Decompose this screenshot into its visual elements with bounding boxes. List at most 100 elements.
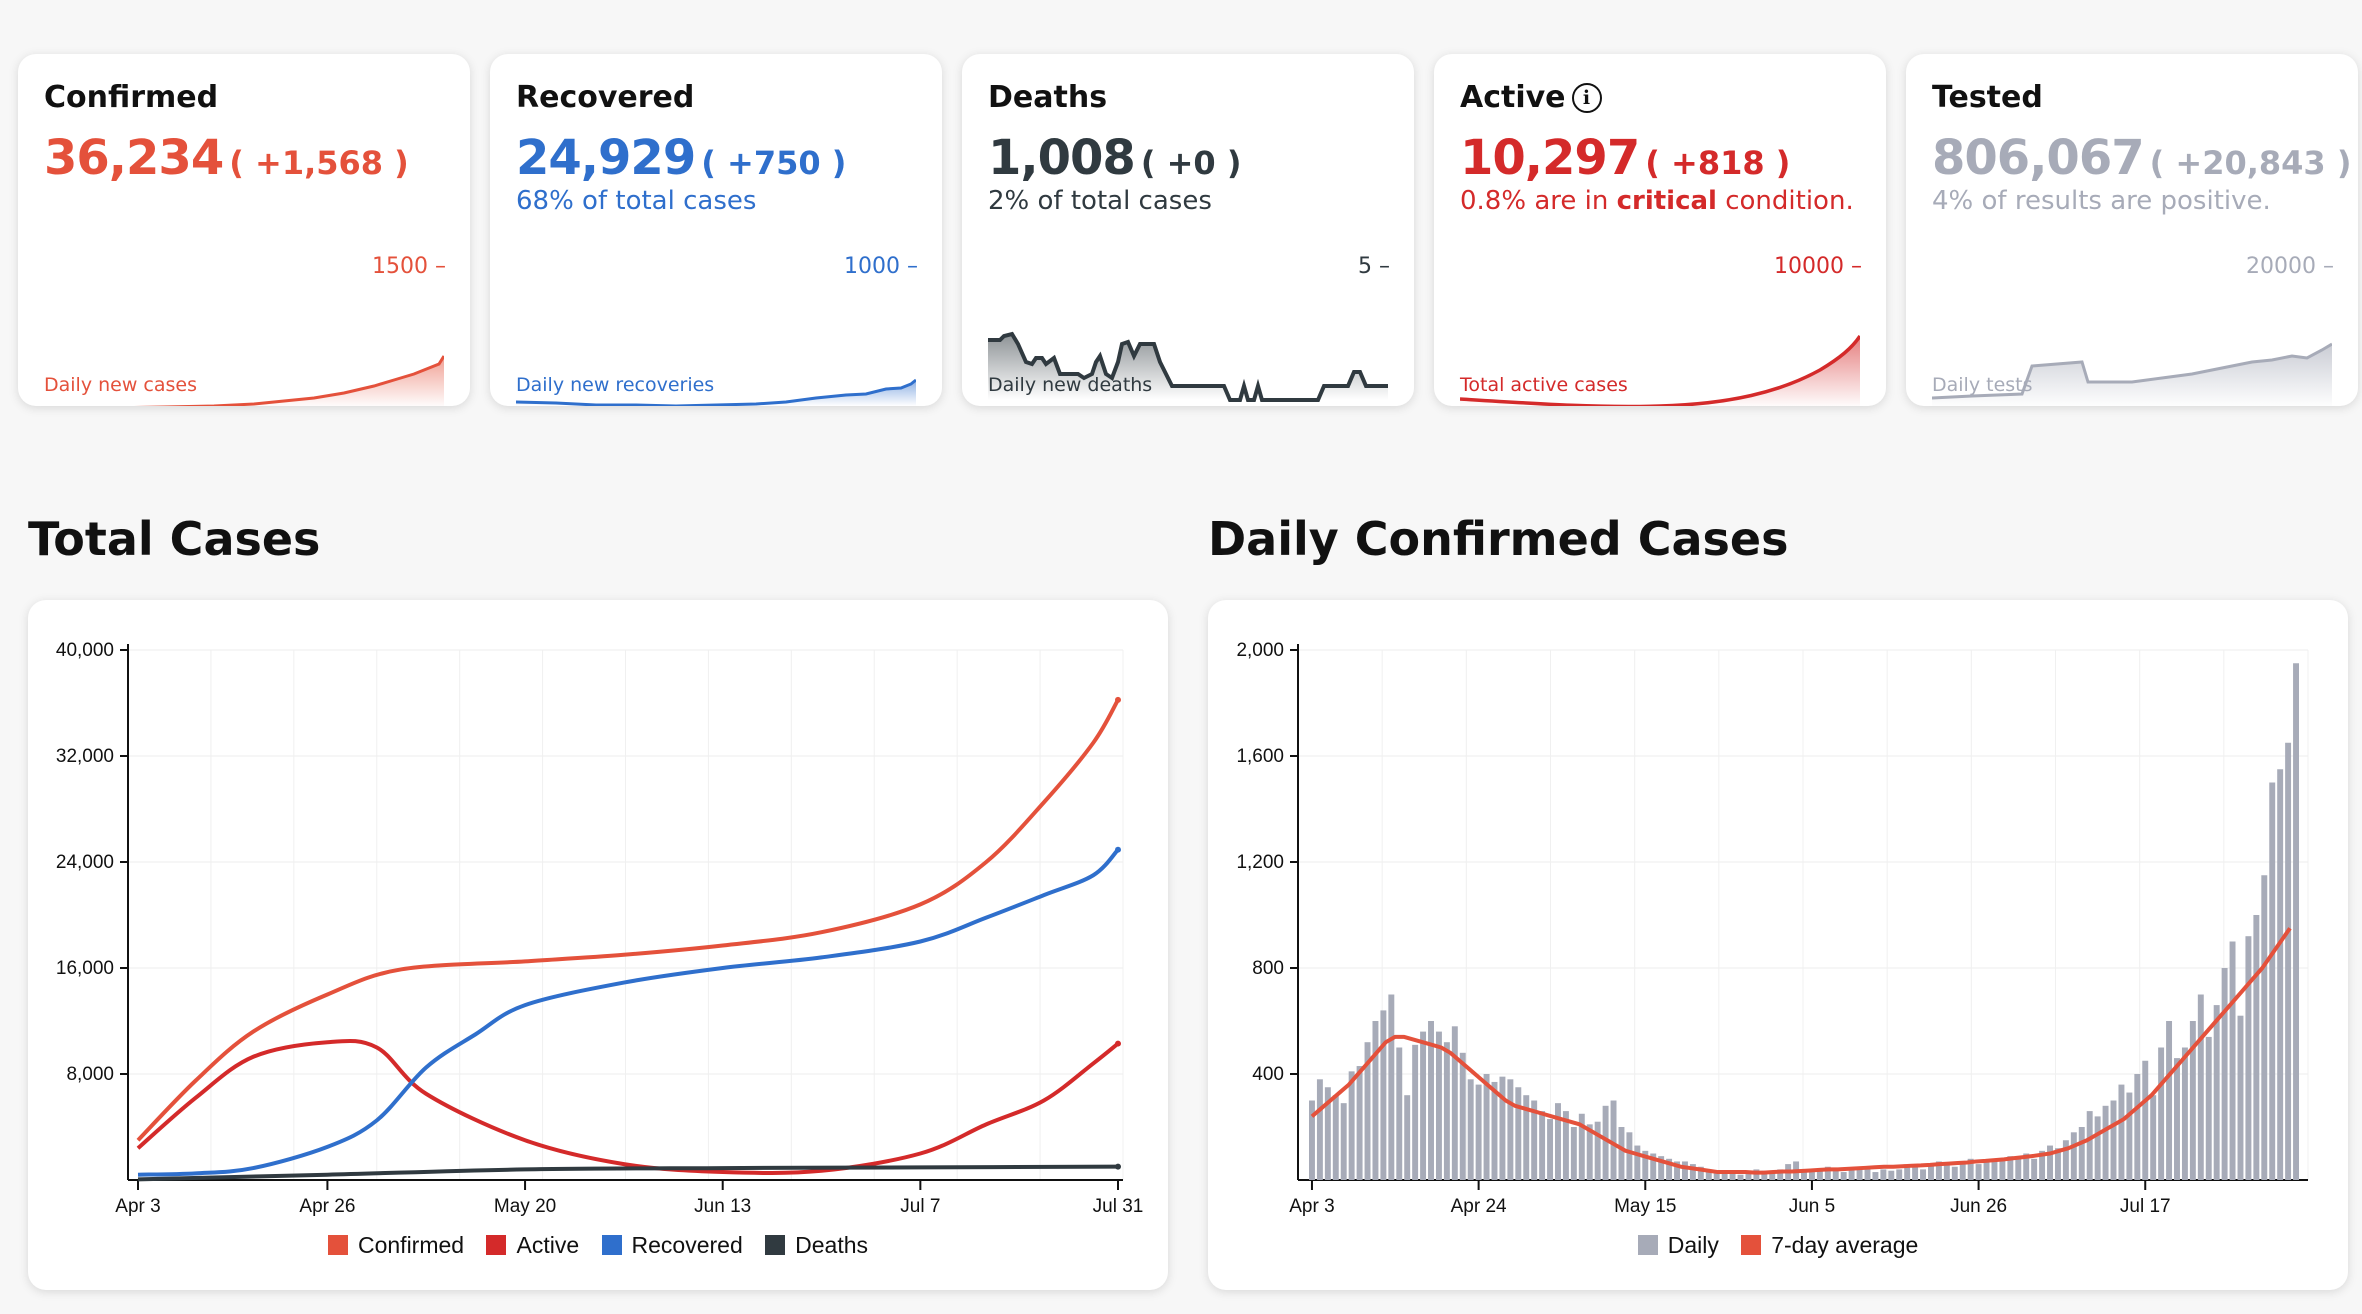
- daily-bar: [1586, 1124, 1593, 1180]
- daily-bar: [1412, 1044, 1419, 1180]
- daily-cases-chart-panel: 2,000 1,600 1,200 800 400 Apr 3 Apr 24 May 15 Ju…: [1208, 600, 2348, 1290]
- y-tick-label: 2,000: [1236, 640, 1284, 661]
- deaths-delta: ( +0 ): [1140, 144, 1242, 182]
- active-total: 10,297: [1460, 130, 1640, 186]
- x-tick-label: Jun 26: [1950, 1196, 2007, 1217]
- legend-item-active[interactable]: Active: [486, 1232, 579, 1259]
- daily-bar: [1475, 1084, 1482, 1180]
- legend-item-daily[interactable]: Daily: [1637, 1232, 1719, 1259]
- deaths-card[interactable]: Deaths 1,008( +0 ) 2% of total cases 5 –…: [962, 54, 1414, 406]
- daily-bar: [1372, 1021, 1379, 1180]
- confirmed-card[interactable]: Confirmed 36,234( +1,568 ) 1500 – Daily …: [18, 54, 470, 406]
- active-sparkline: [1460, 335, 1860, 406]
- daily-bar: [1340, 1103, 1347, 1180]
- daily-cases-title: Daily Confirmed Cases: [1208, 512, 1789, 566]
- x-tick-label: Apr 24: [1451, 1196, 1507, 1217]
- daily-bar: [1634, 1145, 1641, 1180]
- y-tick-label: 400: [1252, 1064, 1284, 1085]
- active-card[interactable]: Active i 10,297( +818 ) 0.8% are in criti…: [1434, 54, 1886, 406]
- daily-bar: [1578, 1113, 1585, 1180]
- card-title: Confirmed: [44, 80, 219, 115]
- active-subtext-critical: critical: [1616, 186, 1717, 216]
- daily-bar: [1935, 1161, 1942, 1180]
- daily-bar: [1562, 1111, 1569, 1180]
- daily-bar: [1801, 1169, 1807, 1180]
- daily-bar: [1324, 1087, 1331, 1180]
- daily-bar: [1642, 1150, 1649, 1180]
- daily-bar: [1777, 1169, 1784, 1180]
- daily-bar: [1967, 1158, 1974, 1180]
- recovered-card[interactable]: Recovered 24,929( +750 ) 68% of total ca…: [490, 54, 942, 406]
- daily-bar: [1689, 1164, 1696, 1180]
- daily-bar: [1920, 1169, 1927, 1180]
- x-tick-label: Apr 3: [1289, 1196, 1334, 1217]
- daily-bar: [1959, 1161, 1966, 1180]
- series-line-confirmed: [136, 698, 1120, 1142]
- daily-bar: [2245, 936, 2252, 1180]
- daily-bar: [1332, 1095, 1339, 1180]
- daily-bar: [1515, 1087, 1522, 1180]
- series-line-deaths: [137, 1164, 1119, 1182]
- daily-bar: [1531, 1100, 1538, 1180]
- legend-label: Recovered: [631, 1232, 743, 1258]
- daily-bar: [1348, 1071, 1355, 1180]
- daily-bar: [2150, 1095, 2157, 1180]
- legend-swatch: [1637, 1235, 1658, 1255]
- daily-bar: [1983, 1161, 1990, 1180]
- daily-bar: [1872, 1172, 1879, 1180]
- daily-bar: [1999, 1158, 2006, 1180]
- daily-bar: [1507, 1079, 1514, 1180]
- daily-bar: [2166, 1021, 2173, 1180]
- x-tick-label: May 15: [1614, 1196, 1676, 1217]
- legend-item-confirmed[interactable]: Confirmed: [327, 1232, 464, 1259]
- series-endpoint-deaths: [1115, 1163, 1121, 1170]
- sparkline-caption: Daily tests: [1932, 374, 2033, 396]
- daily-bar: [2070, 1132, 2077, 1180]
- daily-bar: [1420, 1031, 1427, 1180]
- legend-swatch: [765, 1235, 786, 1255]
- legend-item-deaths[interactable]: Deaths: [765, 1232, 868, 1259]
- daily-bar: [1618, 1127, 1625, 1180]
- legend-swatch: [601, 1235, 622, 1255]
- sparkline-peak-label: 1500 –: [372, 254, 446, 279]
- daily-bar: [2253, 915, 2260, 1180]
- sparkline-peak-label: 5 –: [1358, 254, 1390, 279]
- card-title: Tested: [1932, 80, 2043, 115]
- card-title: Recovered: [516, 80, 695, 115]
- tested-sparkline: [1932, 342, 2332, 406]
- series-line-recovered: [137, 848, 1120, 1177]
- daily-bar: [1459, 1052, 1466, 1180]
- y-tick-label: 1,600: [1236, 746, 1284, 767]
- daily-bar: [1316, 1079, 1323, 1180]
- daily-bar: [1975, 1164, 1982, 1180]
- daily-bar: [1713, 1172, 1720, 1180]
- legend-item-7day-average[interactable]: 7-day average: [1741, 1232, 1918, 1259]
- daily-bar: [1951, 1166, 1958, 1180]
- daily-bar: [1404, 1095, 1411, 1180]
- daily-bar: [1888, 1170, 1895, 1180]
- info-circle-icon[interactable]: i: [1571, 83, 1602, 113]
- legend-item-recovered[interactable]: Recovered: [601, 1232, 743, 1259]
- daily-bar: [1705, 1169, 1712, 1180]
- daily-bar: [2221, 968, 2228, 1180]
- tested-card[interactable]: Tested 806,067( +20,843 ) 4% of results …: [1906, 54, 2358, 406]
- tested-subtext: 4% of results are positive.: [1932, 186, 2271, 216]
- daily-bar: [2047, 1145, 2053, 1180]
- daily-bar: [1380, 1010, 1387, 1180]
- recovered-sparkline: [516, 378, 916, 406]
- daily-bar: [1856, 1166, 1863, 1180]
- card-value: 1,008( +0 ): [988, 130, 1241, 186]
- daily-bar: [1769, 1172, 1776, 1180]
- daily-bar: [2142, 1060, 2149, 1180]
- sparkline-peak-label: 10000 –: [1774, 254, 1862, 279]
- daily-bar: [2126, 1092, 2133, 1180]
- sparkline-caption: Daily new recoveries: [516, 374, 715, 396]
- daily-bar: [2158, 1047, 2165, 1180]
- legend-swatch: [327, 1235, 348, 1255]
- legend-label: 7-day average: [1771, 1232, 1919, 1258]
- series-endpoint-confirmed: [1115, 696, 1121, 703]
- y-tick-label: 1,200: [1236, 852, 1284, 873]
- card-value: 806,067( +20,843 ): [1932, 130, 2351, 186]
- daily-bar: [2181, 1047, 2188, 1180]
- daily-bar: [1491, 1081, 1498, 1180]
